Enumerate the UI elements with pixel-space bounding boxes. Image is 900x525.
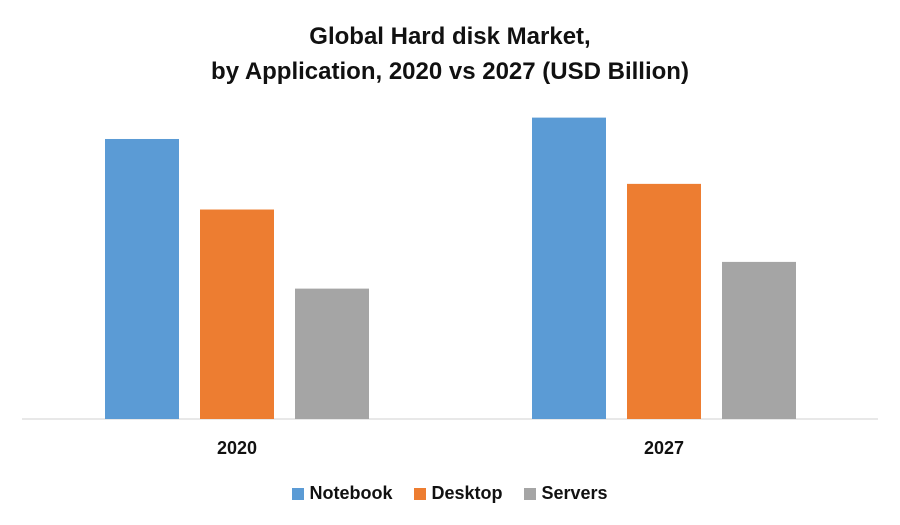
legend-label-servers: Servers	[541, 483, 608, 503]
legend-label-notebook: Notebook	[309, 483, 393, 503]
bar-servers-2027	[722, 261, 796, 419]
legend-swatch-notebook	[292, 487, 305, 500]
legend-swatch-desktop	[414, 487, 427, 500]
legend-item-desktop[interactable]: Desktop	[414, 483, 502, 504]
legend-label-desktop: Desktop	[431, 483, 503, 503]
bar-desktop-2027	[627, 183, 701, 419]
bar-desktop-2020	[200, 209, 274, 419]
bar-notebook-2020	[105, 138, 179, 420]
legend-swatch-servers	[524, 487, 537, 500]
x-tick-label-2020: 2020	[217, 438, 257, 458]
x-tick-labels: 2020 2027	[217, 438, 684, 458]
legend-item-servers[interactable]: Servers	[524, 483, 608, 504]
chart-title-line-2: by Application, 2020 vs 2027 (USD Billio…	[211, 58, 689, 85]
x-tick-label-2027: 2027	[644, 438, 684, 458]
chart-title-line-1: Global Hard disk Market,	[309, 23, 591, 50]
bars-group	[105, 117, 796, 420]
bar-servers-2020	[295, 288, 369, 419]
legend-item-notebook[interactable]: Notebook	[292, 483, 392, 504]
bar-notebook-2027	[532, 117, 606, 420]
legend: Notebook Desktop Servers	[0, 483, 900, 504]
plot-area: 2020 2027	[22, 117, 878, 458]
